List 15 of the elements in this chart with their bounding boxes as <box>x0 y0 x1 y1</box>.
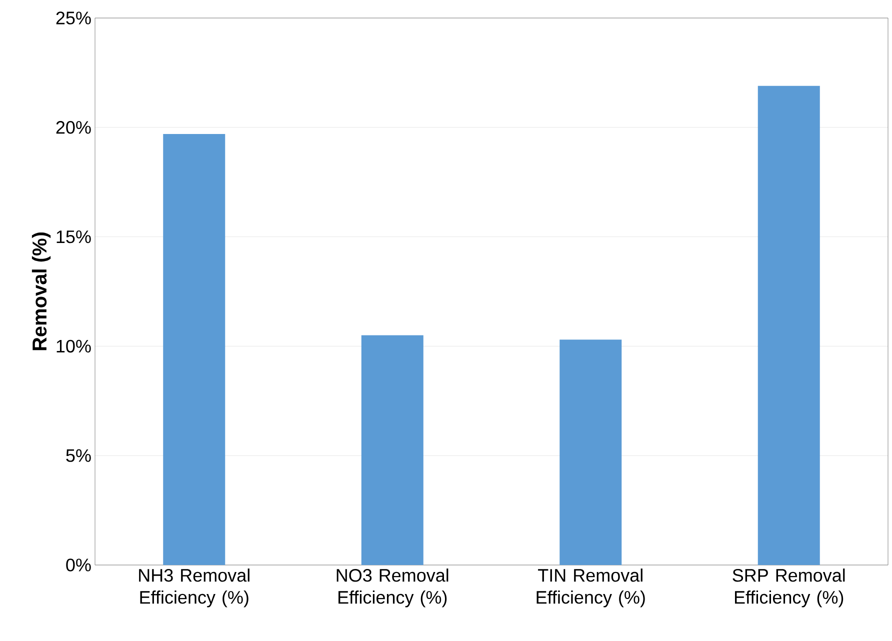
y-tick-label: 15% <box>56 230 91 244</box>
bar <box>560 340 622 565</box>
x-tick-label: NH3 Removal Efficiency (%) <box>139 568 250 608</box>
bar <box>758 86 820 565</box>
bar <box>163 134 226 565</box>
y-axis-title: Removal (%) <box>32 232 51 350</box>
bar <box>361 335 424 565</box>
y-tick-label: 10% <box>56 340 91 353</box>
y-tick-label: 0% <box>66 558 91 572</box>
y-tick-label: 5% <box>66 449 91 462</box>
y-tick-label: 25% <box>56 12 91 24</box>
x-tick-label: NO3 Removal Efficiency (%) <box>336 568 448 608</box>
x-tick-label: SRP Removal Efficiency (%) <box>732 568 845 608</box>
y-tick-label: 20% <box>56 121 91 134</box>
x-tick-label: TIN Removal Efficiency (%) <box>536 568 645 608</box>
